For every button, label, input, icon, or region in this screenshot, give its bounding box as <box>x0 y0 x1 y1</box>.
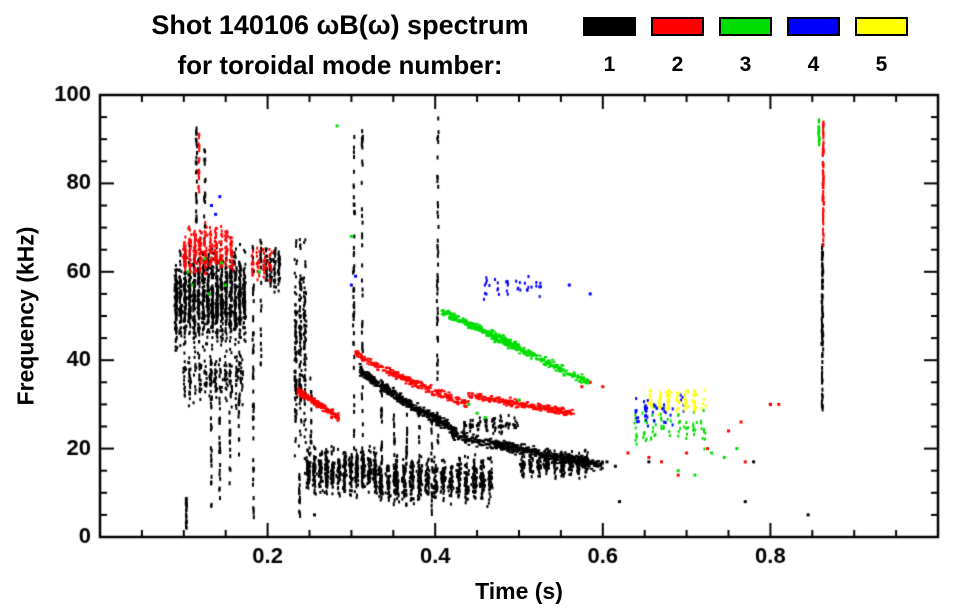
legend-label-2: 2 <box>671 53 684 76</box>
legend-label-3: 3 <box>739 53 752 76</box>
legend-swatch-2 <box>651 17 704 36</box>
legend-swatch-3 <box>719 17 772 36</box>
legend-label-5: 5 <box>875 53 888 76</box>
legend-label-1: 1 <box>603 53 616 76</box>
legend-swatch-1 <box>583 17 636 36</box>
legend-numbers: 1 2 3 4 5 <box>583 53 908 77</box>
legend-swatches <box>583 17 908 36</box>
y-axis-label: Frequency (kHz) <box>12 226 39 406</box>
chart-subtitle: for toroidal mode number: <box>177 50 503 80</box>
chart-title: Shot 140106 ωB(ω) spectrum <box>151 10 529 40</box>
legend-swatch-5 <box>855 17 908 36</box>
legend-swatch-4 <box>787 17 840 36</box>
x-axis-label: Time (s) <box>475 578 563 604</box>
legend-label-4: 4 <box>807 53 820 76</box>
